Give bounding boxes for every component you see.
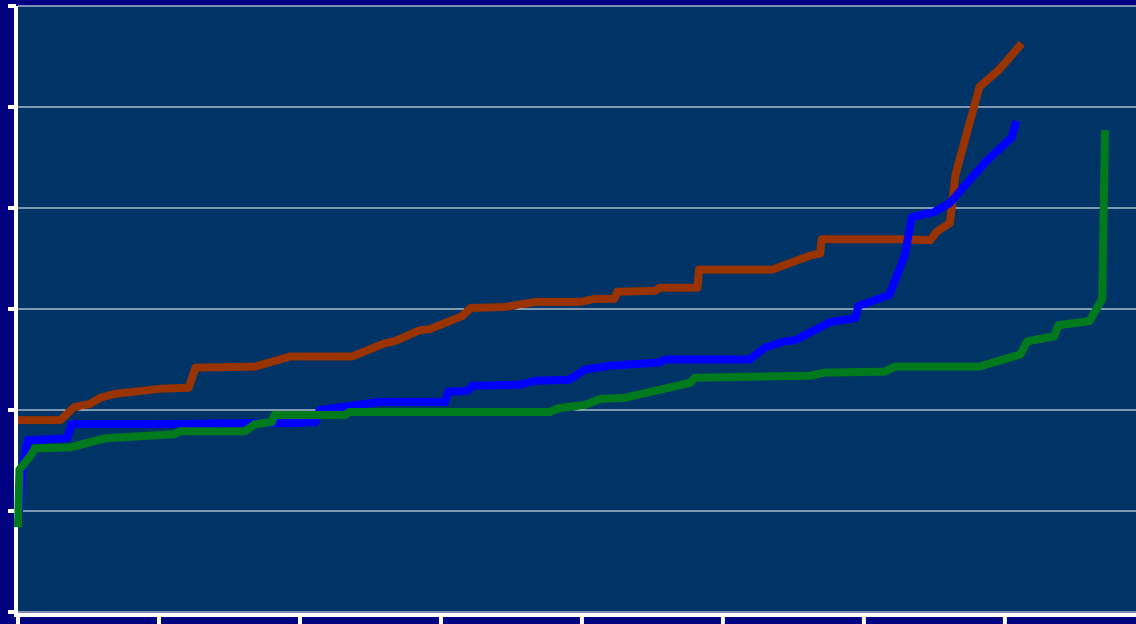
series-line — [18, 40, 1025, 425]
series-line — [14, 130, 1109, 528]
